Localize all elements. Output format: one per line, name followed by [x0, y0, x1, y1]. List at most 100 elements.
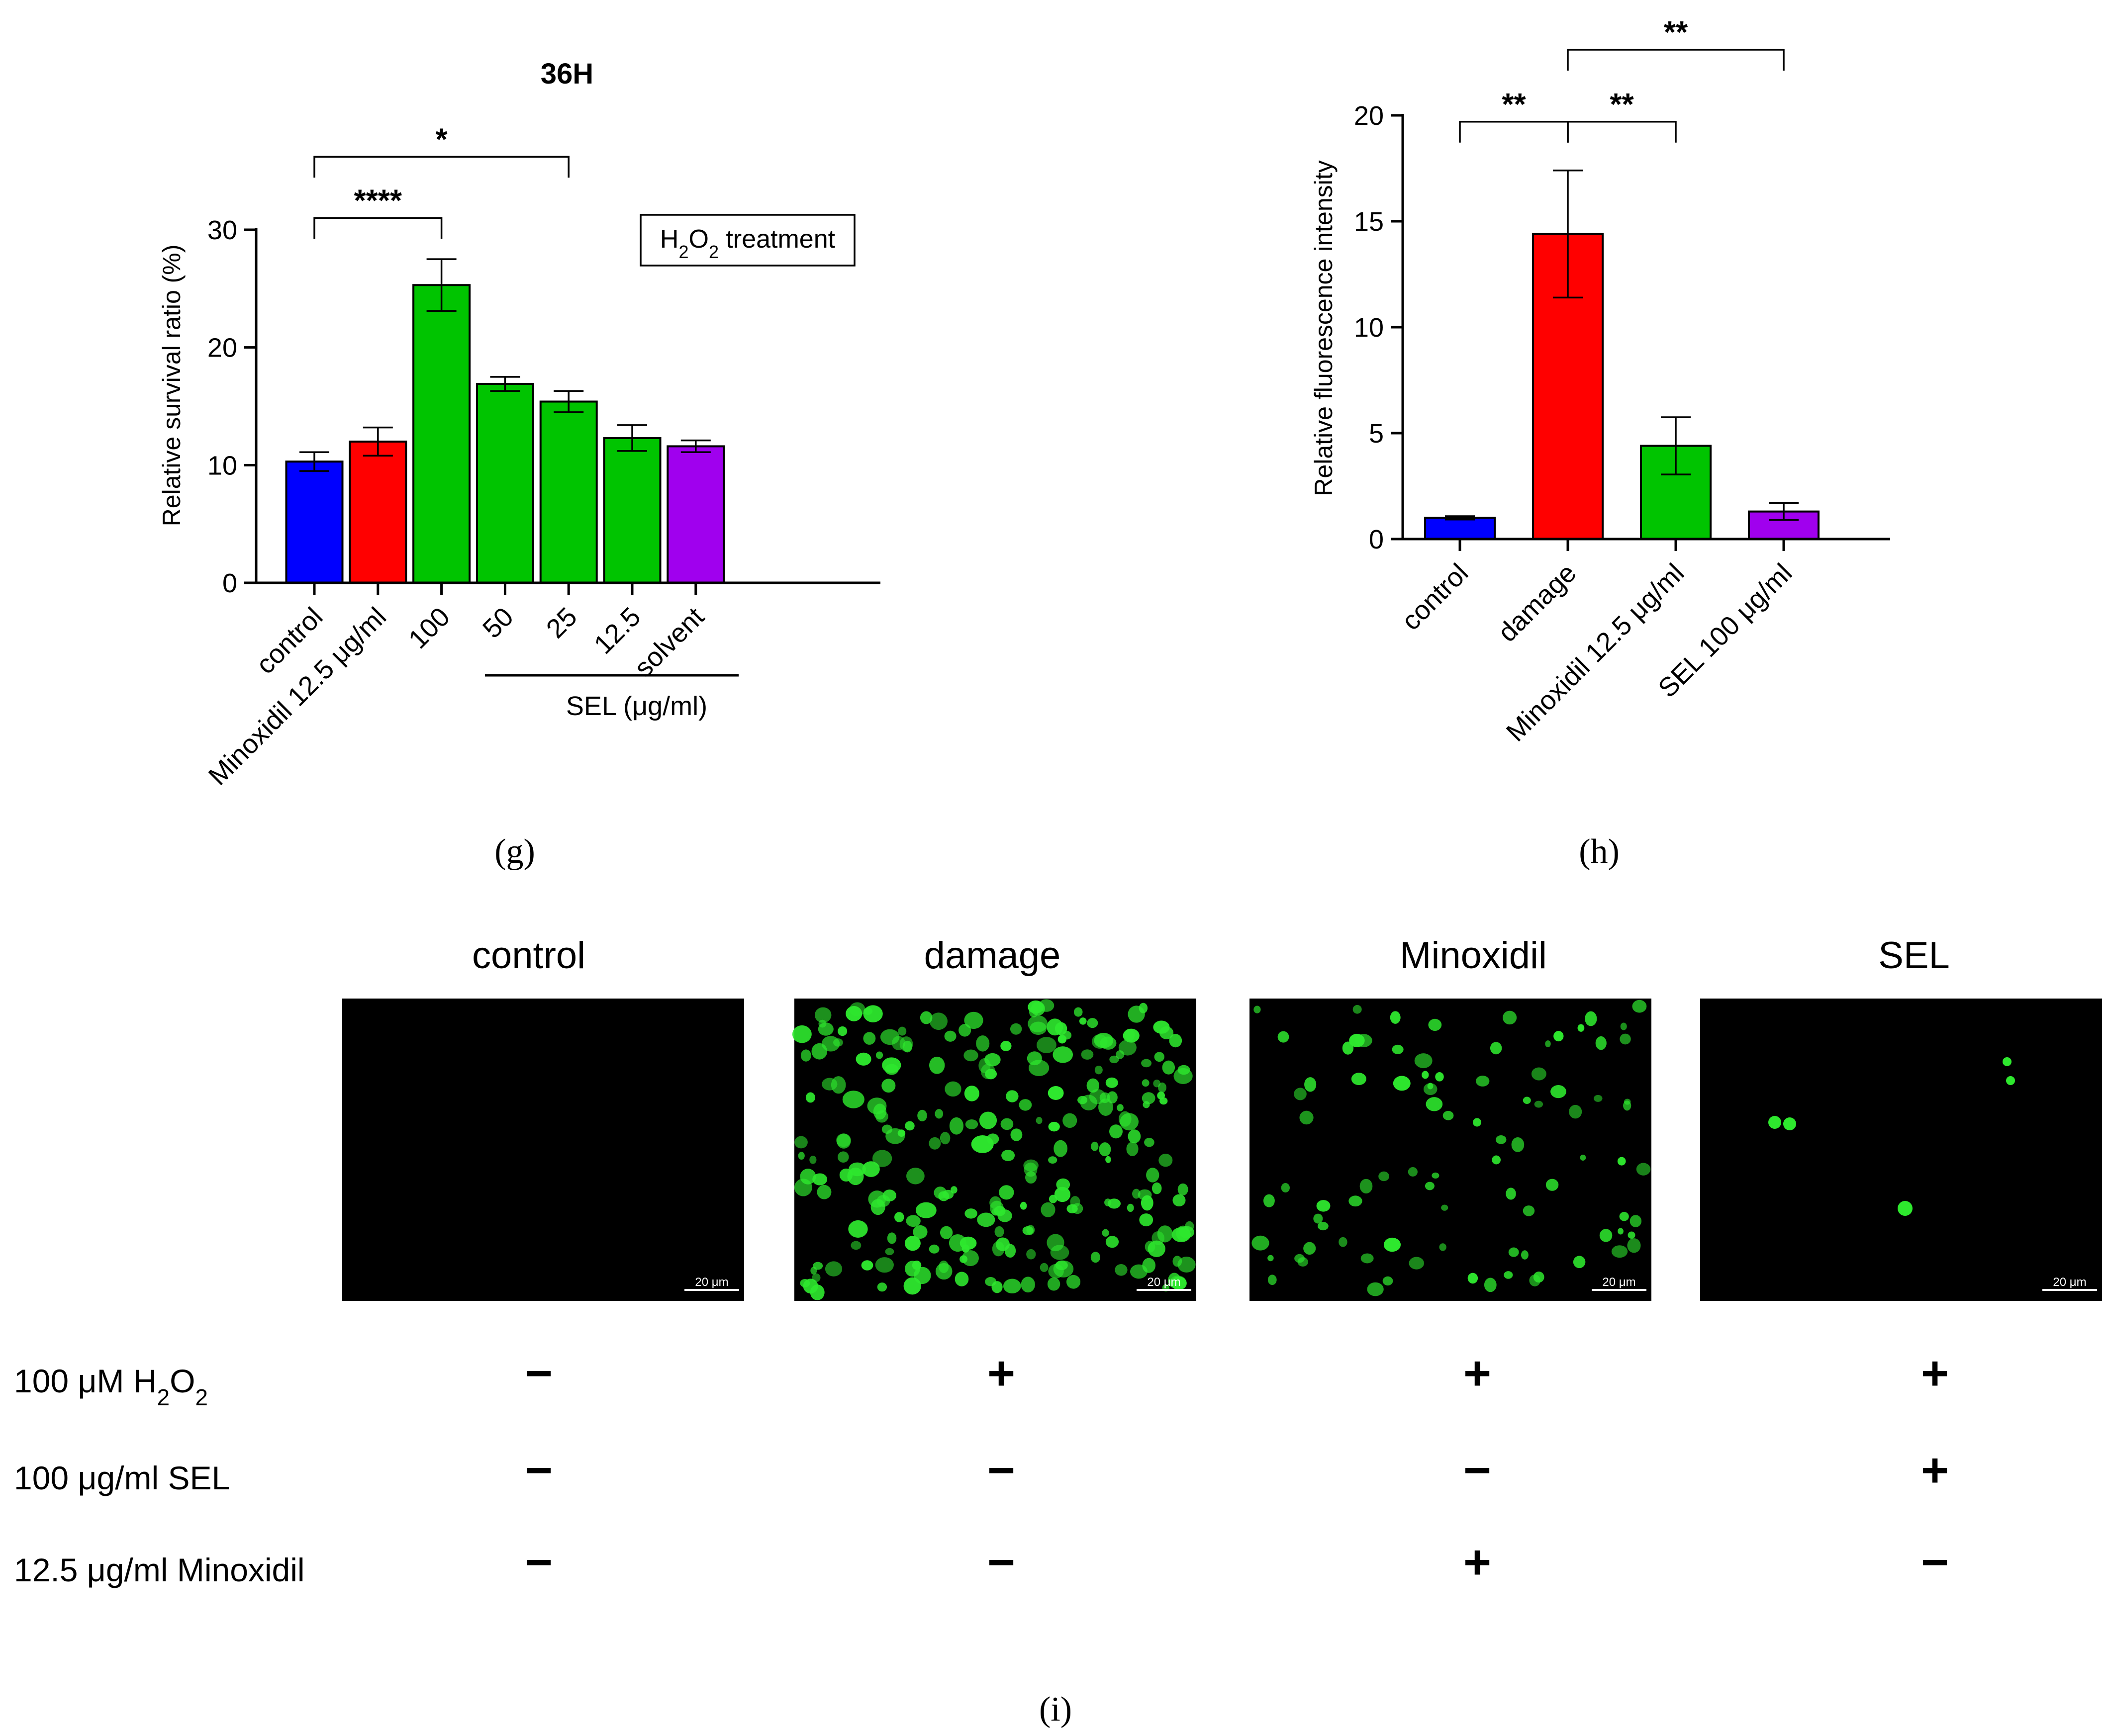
cell: [1047, 1277, 1060, 1291]
cell: [1153, 1020, 1170, 1034]
cell: [1348, 1195, 1362, 1207]
cell: [1091, 1141, 1099, 1151]
chart-g-bar: [539, 400, 598, 584]
micrograph-damage: 20 μm: [792, 999, 1196, 1301]
cell: [935, 1109, 944, 1119]
chart-h-error-bars: [1445, 170, 1799, 521]
cell: [905, 1261, 920, 1277]
cell: [965, 1119, 978, 1129]
cell: [1128, 1129, 1141, 1144]
cell: [1158, 1153, 1173, 1167]
chart-h-significance-label: **: [1502, 88, 1526, 122]
cell: [1159, 1097, 1168, 1105]
cell: [805, 1092, 815, 1103]
cell: [1577, 1024, 1585, 1032]
chart-g-group-label: SEL (μg/ml): [566, 691, 707, 721]
cell: [1144, 1138, 1154, 1147]
cell: [1028, 1060, 1050, 1077]
cell: [1632, 1000, 1647, 1013]
cell: [1281, 1183, 1290, 1193]
cell: [1104, 1198, 1112, 1206]
cell: [837, 1151, 849, 1163]
cell: [960, 1255, 968, 1263]
cell: [1003, 1279, 1021, 1293]
cell: [1318, 1222, 1329, 1231]
cell: [1099, 1092, 1110, 1103]
cell: [881, 1079, 896, 1093]
cell: [920, 1011, 933, 1024]
chart-g-annotation: H2O2 treatment: [660, 225, 836, 262]
cell: [1428, 1018, 1442, 1031]
cell: [1062, 1113, 1077, 1128]
cell: [906, 1215, 921, 1227]
cell: [1768, 1116, 1781, 1129]
cell: [940, 1132, 951, 1145]
cell: [1126, 1141, 1139, 1156]
chart-h-significance-bracket: [1567, 49, 1785, 71]
cell: [964, 1086, 979, 1101]
cell: [1393, 1076, 1411, 1091]
micrograph-background: [342, 999, 744, 1301]
cell: [898, 1026, 907, 1036]
cell: [1521, 1250, 1529, 1260]
cell: [1070, 1196, 1080, 1208]
cell: [1001, 1150, 1015, 1161]
panel-i-micrographs: control damage Minoxidil SEL 20 μm 20 μm 20 μ…: [14, 934, 2102, 1729]
cell: [1090, 1252, 1100, 1263]
cell: [1316, 1200, 1331, 1212]
treatment-sign: +: [1463, 1347, 1491, 1400]
chart-h-y-tick-label: 20: [1354, 101, 1384, 131]
cell: [1492, 1155, 1501, 1165]
cell: [1109, 1055, 1119, 1064]
cell: [1041, 1202, 1056, 1217]
micrograph-background: [1249, 999, 1651, 1301]
cell: [1139, 1213, 1153, 1227]
treatment-sign: +: [1463, 1536, 1491, 1589]
chart-h-x-tick-label: control: [1396, 558, 1474, 636]
cell: [881, 1124, 893, 1134]
cell: [1162, 1060, 1175, 1075]
cell: [1081, 1049, 1094, 1060]
cell: [794, 1179, 812, 1196]
cell: [1010, 1128, 1023, 1141]
cell: [1158, 1082, 1166, 1093]
cell: [803, 1279, 818, 1294]
cell: [884, 1064, 899, 1075]
cell: [1130, 1264, 1148, 1279]
cell: [1172, 1194, 1186, 1207]
cell: [985, 1277, 997, 1286]
scale-bar-label: 20 μm: [1147, 1276, 1180, 1289]
cell: [964, 1208, 977, 1219]
cell: [1533, 1272, 1544, 1283]
cell: [1585, 1011, 1597, 1026]
cell: [1523, 1096, 1531, 1104]
cell: [1392, 1044, 1404, 1054]
cell: [863, 1005, 883, 1022]
cell: [978, 1058, 991, 1073]
cell: [1408, 1167, 1418, 1177]
cell: [1000, 1040, 1012, 1051]
cell: [1119, 1111, 1132, 1127]
cell: [1026, 1249, 1036, 1260]
cell: [825, 1261, 843, 1277]
cell: [1595, 1036, 1607, 1050]
cell: [1145, 1241, 1155, 1253]
cell: [999, 1185, 1014, 1200]
cell: [1425, 1182, 1435, 1190]
treatment-table: 100 μM H2O2 − + + +100 μg/ml SEL − − − +12.5 μg/…: [14, 1347, 1949, 1589]
chart-g-significance: *****: [313, 122, 570, 239]
cell: [1409, 1257, 1424, 1270]
fluorescent-cells: [1768, 1057, 2015, 1216]
micrograph-background: [1700, 999, 2102, 1301]
cell: [882, 1189, 896, 1201]
cell: [1036, 1116, 1043, 1124]
cell: [1023, 1159, 1039, 1172]
chart-h-y-tick-label: 5: [1369, 419, 1384, 449]
cell: [1618, 1228, 1624, 1235]
cell: [817, 1185, 832, 1199]
cell: [1383, 1237, 1401, 1252]
cell: [1020, 1201, 1027, 1210]
cell: [1128, 1005, 1145, 1023]
cell: [1173, 1068, 1193, 1085]
chart-h-y-tick-label: 15: [1354, 207, 1384, 237]
